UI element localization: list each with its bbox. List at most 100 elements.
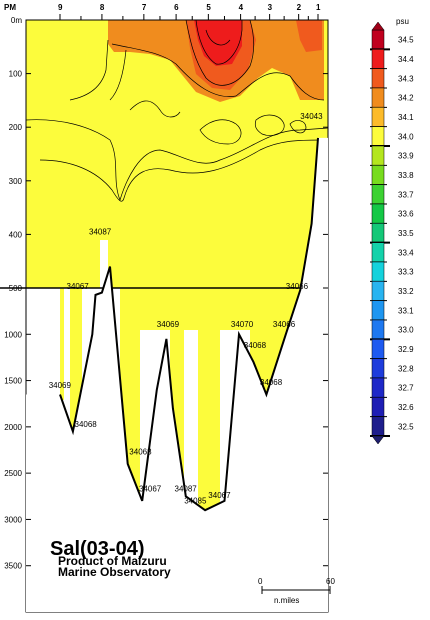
- contour-line: [109, 49, 127, 101]
- station-label: 9: [58, 3, 63, 12]
- station-label: 8: [100, 3, 105, 12]
- colorbar-swatch: [371, 339, 385, 359]
- colorbar-level-label: 32.7: [398, 384, 414, 393]
- bottom-value-label: 34085: [184, 497, 207, 506]
- station-label: 7: [142, 3, 147, 12]
- bottom-value-label: 34068: [244, 341, 267, 350]
- bottom-value-label: 34066: [273, 320, 296, 329]
- station-label: 6: [174, 3, 179, 12]
- colorbar-unit-label: psu: [396, 17, 409, 26]
- station-label: 1: [316, 3, 321, 12]
- contour-line: [254, 114, 285, 136]
- depth-tick-label: 1000: [4, 330, 22, 339]
- colorbar-swatch: [371, 261, 385, 282]
- colorbar-level-label: 33.4: [398, 248, 414, 257]
- colorbar-swatch: [371, 377, 385, 398]
- colorbar-level-label: 33.0: [398, 326, 414, 335]
- bottom-value-label: 34068: [75, 420, 98, 429]
- colorbar-swatch: [371, 145, 385, 166]
- colorbar-swatch: [371, 49, 385, 69]
- colorbar-swatch: [371, 416, 385, 437]
- contour-line: [289, 120, 307, 134]
- scale-bar-start-label: 0: [258, 577, 263, 586]
- depth-tick-label: 200: [9, 123, 23, 132]
- bottom-value-label: 34067: [67, 282, 90, 291]
- contour-lines: [26, 20, 328, 202]
- bottom-value-labels: 34087 34043 34067 34066 34069 34070 34066 34068…: [49, 112, 323, 506]
- colorbar-level-label: 33.5: [398, 229, 414, 238]
- station-label: 2: [297, 3, 302, 12]
- contour-line: [39, 139, 323, 202]
- depth-tick-label: 1500: [4, 377, 22, 386]
- chart-title: Sal(03-04): [50, 538, 145, 560]
- depth-tick-label: 3000: [4, 515, 22, 524]
- depth-tick-label: 500: [9, 284, 23, 293]
- colorbar-swatch: [371, 223, 385, 243]
- colorbar-level-label: 34.2: [398, 94, 414, 103]
- bottom-topography-layer: [26, 137, 328, 612]
- colorbar-swatch: [371, 126, 385, 147]
- contour-line: [129, 100, 181, 118]
- colorbar-swatch: [371, 184, 385, 205]
- red-cap-fill: [296, 20, 322, 52]
- contour-line: [26, 119, 328, 202]
- colorbar-swatch: [371, 397, 385, 417]
- station-label: 5: [206, 3, 211, 12]
- depth-tick-label: 3500: [4, 562, 22, 571]
- colorbar-level-label: 32.8: [398, 364, 414, 373]
- bottom-value-label: 34087: [89, 227, 112, 236]
- colorbar-level-label: 33.9: [398, 152, 414, 161]
- colorbar-swatch: [371, 87, 385, 108]
- chart-subtitle-line-2: Marine Observatory: [58, 565, 171, 579]
- colorbar-level-label: 34.4: [398, 55, 414, 64]
- colorbar-level-label: 33.3: [398, 268, 414, 277]
- contour-line: [111, 43, 325, 101]
- contour-line: [205, 29, 231, 46]
- colorbar-swatch: [371, 300, 385, 321]
- colorbar-level-label: 33.8: [398, 171, 414, 180]
- colorbar-level-label: 34.0: [398, 132, 414, 141]
- colorbar-bottom-arrow: [371, 435, 385, 445]
- bottom-value-label: 34069: [157, 320, 180, 329]
- bottom-value-label: 34070: [231, 320, 254, 329]
- red-core-fill: [194, 20, 242, 66]
- colorbar-level-label: 33.7: [398, 190, 414, 199]
- bottom-value-label: 34069: [49, 381, 72, 390]
- colorbar-level-label: 34.3: [398, 74, 414, 83]
- colorbar-swatch: [371, 29, 385, 50]
- bottom-value-label: 34043: [300, 112, 323, 121]
- colorbar-swatch: [371, 203, 385, 224]
- sea-floor-mask: [26, 137, 328, 612]
- depth-tick-label: 300: [9, 177, 23, 186]
- colorbar-swatch: [371, 165, 385, 185]
- colorbar-level-label: 34.5: [398, 36, 414, 45]
- contour-line: [195, 20, 243, 65]
- chart-subtitle-line-1: Product of Maizuru: [58, 554, 167, 568]
- bottom-value-label: 34067: [139, 485, 162, 494]
- colorbar-swatch: [371, 319, 385, 340]
- bottom-value-label: 34067: [208, 491, 231, 500]
- distance-scale-bar: 0 60 n.miles: [258, 577, 335, 605]
- contour-line: [69, 39, 109, 101]
- colorbar-level-label: 32.6: [398, 403, 414, 412]
- sea-floor-profile-line: [59, 137, 319, 512]
- bottom-value-label: 34066: [286, 282, 309, 291]
- depth-tick-label: 100: [9, 70, 23, 79]
- colorbar-swatch: [371, 358, 385, 379]
- scale-bar-unit-label: n.miles: [274, 596, 299, 605]
- contour-line: [185, 20, 255, 86]
- pm-label: PM: [4, 3, 16, 12]
- colorbar-level-label: 33.6: [398, 210, 414, 219]
- colorbar-level-label: 32.5: [398, 422, 414, 431]
- colorbar-level-label: 33.1: [398, 306, 414, 315]
- colorbar-level-label: 34.1: [398, 113, 414, 122]
- colorbar-swatch: [371, 68, 385, 89]
- depth-tick-label: 400: [9, 230, 23, 239]
- depth-tick-label: 0m: [11, 16, 22, 25]
- station-label: 4: [239, 3, 244, 12]
- colorbar-swatch: [371, 242, 385, 263]
- colorbar-swatch: [371, 281, 385, 301]
- colorbar-top-arrow: [371, 21, 385, 31]
- salinity-colorbar: 34.5 34.4 34.3 34.2 34.1 34.0 33.9 33.8 33.7 33.6…: [370, 21, 414, 445]
